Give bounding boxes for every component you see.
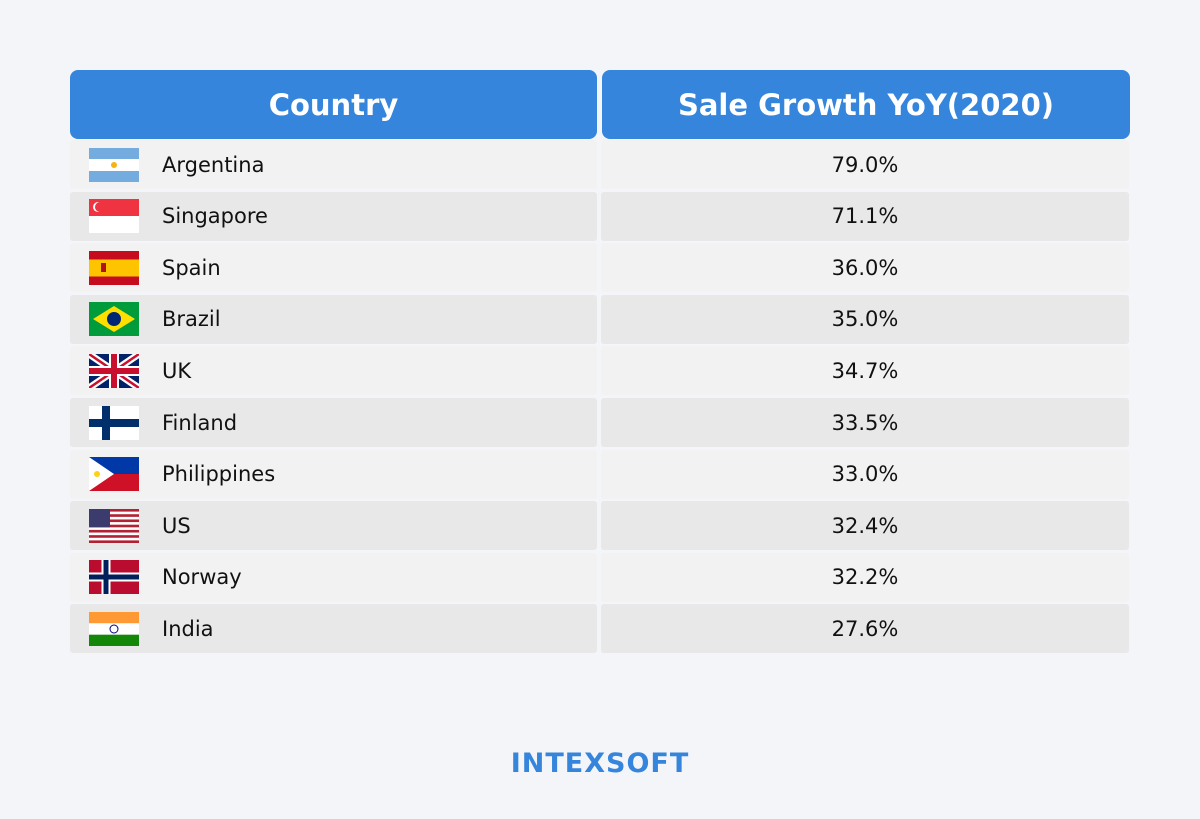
intexsoft-logo: INTEXSOFT (510, 748, 690, 779)
country-name: Philippines (162, 462, 276, 487)
country-cell: India (70, 604, 597, 654)
country-name: Singapore (162, 204, 268, 229)
growth-cell: 32.2% (601, 552, 1129, 602)
spain-flag-icon (89, 250, 139, 285)
country-name: UK (162, 358, 192, 383)
brazil-flag-icon (89, 302, 139, 337)
argentina-flag-icon (89, 147, 139, 182)
uk-flag-icon (89, 353, 139, 388)
finland-flag-icon (89, 405, 139, 440)
growth-cell: 79.0% (601, 140, 1129, 189)
philippines-flag-icon (89, 457, 139, 492)
us-flag-icon (89, 508, 139, 543)
table-row: Spain 36.0% (70, 243, 1130, 293)
growth-cell: 71.1% (601, 191, 1129, 241)
table-row: US 32.4% (70, 501, 1130, 551)
country-cell: UK (70, 346, 597, 396)
growth-value: 32.4% (831, 513, 899, 538)
growth-cell: 33.5% (601, 398, 1129, 447)
country-name: Norway (162, 565, 242, 590)
singapore-flag-icon (89, 199, 139, 234)
growth-value: 33.5% (831, 410, 899, 435)
table-row: India 27.6% (70, 604, 1130, 654)
country-cell: Argentina (70, 140, 597, 189)
table-row: Argentina 79.0% (70, 140, 1130, 189)
country-cell: Brazil (70, 294, 597, 344)
table-row: Philippines 33.0% (70, 449, 1130, 499)
growth-value: 79.0% (831, 152, 899, 177)
growth-cell: 34.7% (601, 346, 1129, 396)
growth-value: 71.1% (831, 204, 899, 229)
india-flag-icon (89, 611, 139, 646)
country-name: Brazil (162, 307, 221, 332)
country-name: Finland (162, 410, 238, 435)
table-row: Brazil 35.0% (70, 294, 1130, 344)
country-cell: Norway (70, 552, 597, 602)
country-name: Spain (162, 255, 221, 280)
growth-value: 35.0% (831, 307, 899, 332)
header-sale-growth: Sale Growth YoY(2020) (602, 70, 1130, 139)
country-name: India (162, 616, 214, 641)
growth-cell: 36.0% (601, 243, 1129, 293)
growth-value: 34.7% (831, 358, 899, 383)
growth-cell: 27.6% (601, 604, 1129, 654)
norway-flag-icon (89, 560, 139, 595)
country-name: US (162, 513, 191, 538)
table-row: Finland 33.5% (70, 398, 1130, 447)
country-cell: Spain (70, 243, 597, 293)
country-name: Argentina (162, 152, 265, 177)
country-cell: US (70, 501, 597, 551)
country-cell: Finland (70, 398, 597, 447)
table-row: Singapore 71.1% (70, 191, 1130, 241)
growth-cell: 32.4% (601, 501, 1129, 551)
growth-value: 33.0% (831, 462, 899, 487)
table-row: UK 34.7% (70, 346, 1130, 396)
growth-cell: 35.0% (601, 294, 1129, 344)
table-row: Norway 32.2% (70, 552, 1130, 602)
growth-value: 32.2% (831, 565, 899, 590)
growth-cell: 33.0% (601, 449, 1129, 499)
country-cell: Philippines (70, 449, 597, 499)
growth-value: 27.6% (831, 616, 899, 641)
country-cell: Singapore (70, 191, 597, 241)
growth-value: 36.0% (831, 255, 899, 280)
header-country: Country (70, 70, 597, 139)
